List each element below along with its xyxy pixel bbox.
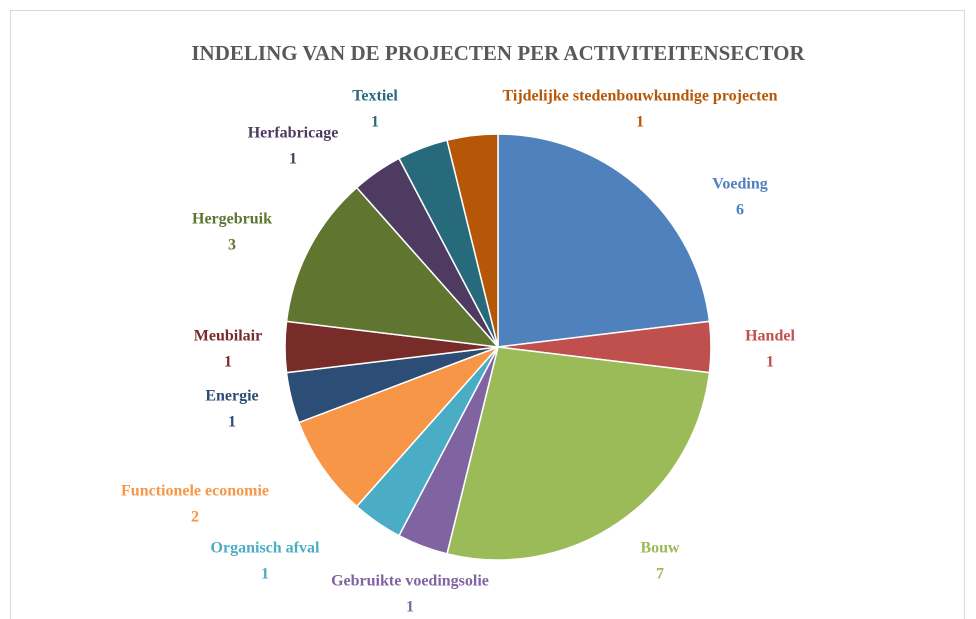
chart-title: INDELING VAN DE PROJECTEN PER ACTIVITEIT… xyxy=(191,41,805,65)
slice-label: Organisch afval xyxy=(211,540,320,557)
pie-slice xyxy=(285,186,500,348)
slice-label: Voeding xyxy=(712,176,767,193)
pie-slice xyxy=(446,133,499,348)
slice-label: Tijdelijke stedenbouwkundige projecten xyxy=(503,88,778,105)
slice-value: 1 xyxy=(224,354,232,371)
slice-value: 2 xyxy=(191,509,199,526)
slice-label: Handel xyxy=(745,328,795,345)
slice-value: 1 xyxy=(636,114,644,131)
slice-label: Gebruikte voedingsolie xyxy=(331,573,489,590)
slice-value: 1 xyxy=(371,114,379,131)
slice-value: 7 xyxy=(656,566,664,583)
pie-slice xyxy=(446,346,711,561)
slice-label: Functionele economie xyxy=(121,483,269,500)
slice-label: Bouw xyxy=(640,540,680,557)
slice-label: Meubilair xyxy=(194,328,262,345)
slice-label: Energie xyxy=(205,388,258,405)
slice-value: 1 xyxy=(289,151,297,168)
slice-label: Hergebruik xyxy=(192,211,272,228)
pie-slice xyxy=(297,346,499,508)
slice-label: Textiel xyxy=(352,88,398,105)
slice-label: Herfabricage xyxy=(248,125,339,142)
slice-value: 1 xyxy=(766,354,774,371)
slice-value: 1 xyxy=(228,414,236,431)
slice-value: 3 xyxy=(228,237,236,254)
pie-slice xyxy=(497,133,711,348)
slice-value: 1 xyxy=(406,599,414,616)
slice-value: 1 xyxy=(261,566,269,583)
slice-value: 6 xyxy=(736,202,744,219)
